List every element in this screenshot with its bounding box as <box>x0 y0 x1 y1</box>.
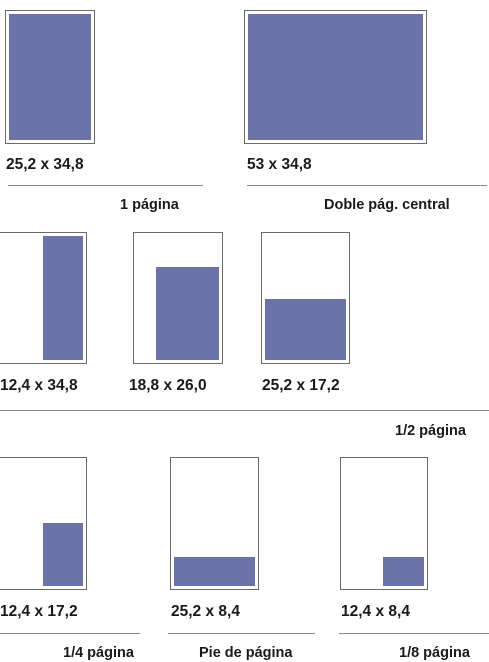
divider-half-page <box>0 410 489 411</box>
ad-format-footer <box>170 457 259 590</box>
category-label-half-page: 1/2 página <box>395 423 466 439</box>
ad-area <box>248 14 423 140</box>
ad-format-quarter-page <box>0 457 87 590</box>
size-label-footer: 25,2 x 8,4 <box>171 603 240 620</box>
size-label-eighth-page: 12,4 x 8,4 <box>341 603 410 620</box>
divider-full-page <box>8 185 203 186</box>
ad-area <box>9 14 91 140</box>
divider-eighth-page <box>339 633 489 634</box>
category-label-eighth-page: 1/8 página <box>399 645 470 661</box>
category-label-double-spread: Doble pág. central <box>324 197 450 213</box>
size-label-double-spread: 53 x 34,8 <box>247 156 312 173</box>
size-label-quarter-page: 12,4 x 17,2 <box>0 603 78 620</box>
ad-format-double-spread <box>244 10 427 144</box>
category-label-quarter-page: 1/4 página <box>63 645 134 661</box>
size-label-full-page: 25,2 x 34,8 <box>6 156 84 173</box>
size-label-half-block: 18,8 x 26,0 <box>129 377 207 394</box>
divider-quarter-page <box>0 633 140 634</box>
ad-format-half-vertical <box>0 232 87 364</box>
ad-format-full-page <box>5 10 95 144</box>
ad-format-half-horizontal <box>261 232 350 364</box>
ad-format-half-block <box>133 232 223 364</box>
category-label-footer: Pie de página <box>199 645 293 661</box>
ad-area <box>43 236 83 360</box>
ad-area <box>265 299 346 360</box>
divider-double-spread <box>247 185 487 186</box>
ad-area <box>174 557 255 586</box>
size-label-half-horizontal: 25,2 x 17,2 <box>262 377 340 394</box>
category-label-full-page: 1 página <box>120 197 179 213</box>
ad-area <box>383 557 424 586</box>
ad-area <box>156 267 219 360</box>
ad-area <box>43 523 83 586</box>
divider-footer <box>168 633 315 634</box>
size-label-half-vertical: 12,4 x 34,8 <box>0 377 78 394</box>
ad-format-eighth-page <box>340 457 428 590</box>
